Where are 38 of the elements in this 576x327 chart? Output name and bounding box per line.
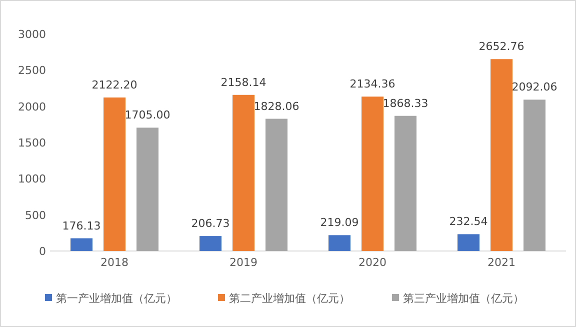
- legend-label: 第三产业增加值（亿元）: [403, 292, 524, 305]
- bar: [394, 116, 416, 251]
- bar: [524, 100, 546, 251]
- data-label: 1868.33: [382, 96, 428, 110]
- y-tick-label: 3000: [18, 28, 46, 41]
- bar: [136, 128, 158, 251]
- y-tick-label: 1500: [18, 136, 46, 150]
- data-label: 2134.36: [350, 78, 396, 91]
- x-tick-label: 2019: [230, 256, 258, 269]
- y-tick-label: 1000: [18, 172, 46, 186]
- x-tick-label: 2021: [488, 256, 516, 269]
- x-tick-label: 2020: [358, 256, 386, 269]
- data-label: 1705.00: [124, 108, 170, 122]
- data-label: 232.54: [449, 215, 488, 228]
- y-tick-label: 2500: [18, 64, 46, 78]
- y-tick-label: 500: [25, 208, 46, 222]
- y-tick-label: 0: [39, 245, 46, 258]
- legend-label: 第二产业增加值（亿元）: [229, 292, 350, 305]
- bar: [490, 59, 512, 251]
- data-label: 2092.06: [512, 80, 558, 94]
- x-tick-label: 2018: [100, 256, 128, 269]
- y-tick-label: 2000: [18, 100, 46, 114]
- bar: [200, 236, 222, 251]
- bar: [458, 234, 480, 251]
- bar: [104, 97, 126, 251]
- data-label: 2652.76: [478, 40, 524, 54]
- bar: [362, 96, 384, 251]
- data-label: 206.73: [191, 217, 230, 230]
- bar: [328, 235, 350, 251]
- data-label: 2122.20: [92, 78, 138, 92]
- bar: [70, 238, 92, 251]
- bar: [232, 94, 254, 251]
- data-label: 219.09: [320, 216, 359, 230]
- data-label: 1828.06: [254, 100, 300, 113]
- data-label: 2158.14: [220, 76, 266, 89]
- legend-label: 第一产业增加值（亿元）: [56, 292, 177, 305]
- bar: [266, 118, 288, 251]
- data-label: 176.13: [62, 219, 101, 232]
